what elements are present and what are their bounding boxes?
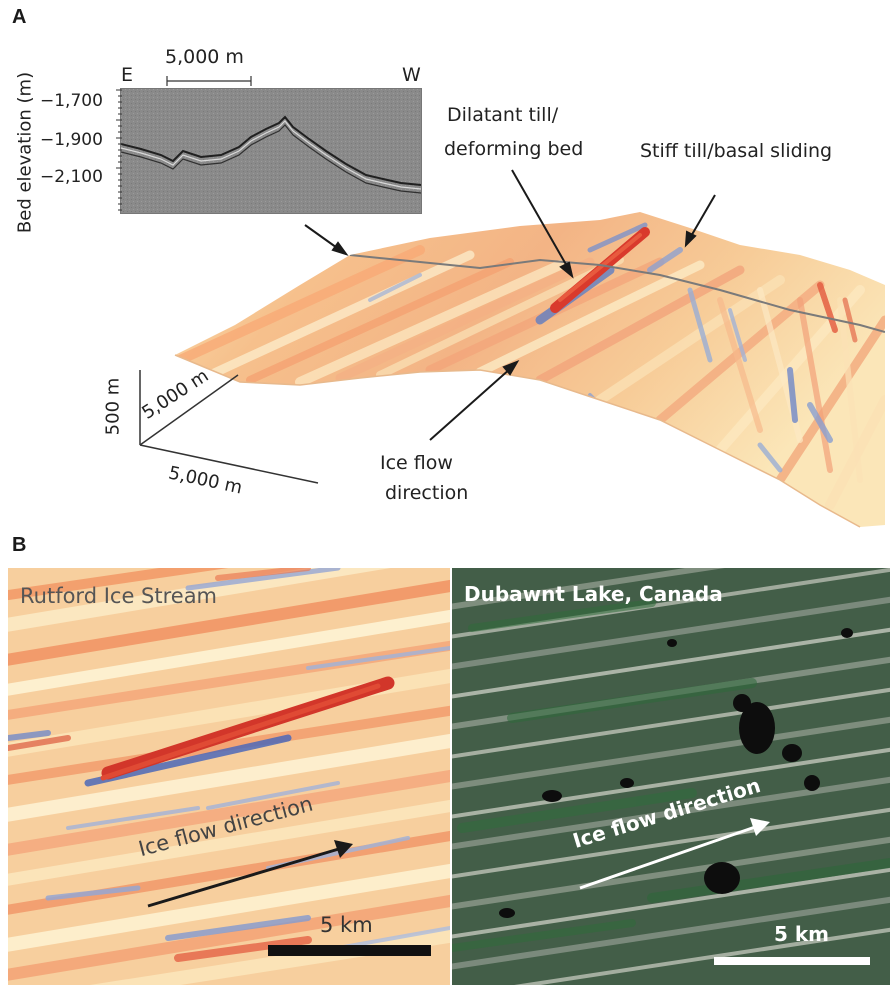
radar-profile-trace — [120, 89, 422, 213]
profile-y-axis-label: Bed elevation (m) — [14, 71, 36, 234]
rutford-bed-map — [8, 568, 450, 985]
profile-y-ticks — [116, 89, 122, 211]
rutford-title: Rutford Ice Stream — [20, 584, 218, 608]
dilatant-till-label-line2: deforming bed — [444, 138, 584, 160]
rutford-map-panel: Rutford Ice Stream Ice flow direction 5 … — [8, 568, 450, 985]
dubawnt-scale-label: 5 km — [774, 922, 830, 946]
dilatant-till-label-line1: Dilatant till/ — [447, 104, 559, 126]
axis-vertical-label: 500 m — [102, 377, 124, 436]
dubawnt-satellite-panel: Dubawnt Lake, Canada Ice flow direction … — [452, 568, 890, 985]
panel-a-letter: A — [12, 6, 27, 28]
profile-east-label: E — [121, 64, 134, 86]
profile-scale-bar — [166, 76, 252, 86]
profile-tick-1700: −1,700 — [40, 91, 103, 111]
profile-scale-label: 5,000 m — [165, 46, 244, 68]
dubawnt-scale-bar — [714, 957, 870, 965]
rutford-flow-arrow — [147, 840, 353, 908]
panel-b-letter: B — [12, 534, 27, 556]
radar-profile-inset — [120, 88, 422, 214]
ice-flow-label-line2: direction — [385, 482, 469, 504]
ice-flow-label-line1: Ice flow — [380, 452, 453, 474]
bed-surface-3d — [139, 169, 885, 528]
rutford-scale-bar — [268, 945, 431, 956]
profile-west-label: W — [402, 64, 421, 86]
profile-tick-2100: −2,100 — [40, 167, 103, 187]
profile-tick-1900: −1,900 — [40, 130, 103, 150]
dubawnt-title: Dubawnt Lake, Canada — [464, 582, 723, 606]
stiff-till-label: Stiff till/basal sliding — [640, 140, 833, 162]
rutford-scale-label: 5 km — [320, 913, 373, 937]
dubawnt-flow-arrow — [579, 818, 770, 890]
dubawnt-satellite-image — [452, 568, 890, 985]
